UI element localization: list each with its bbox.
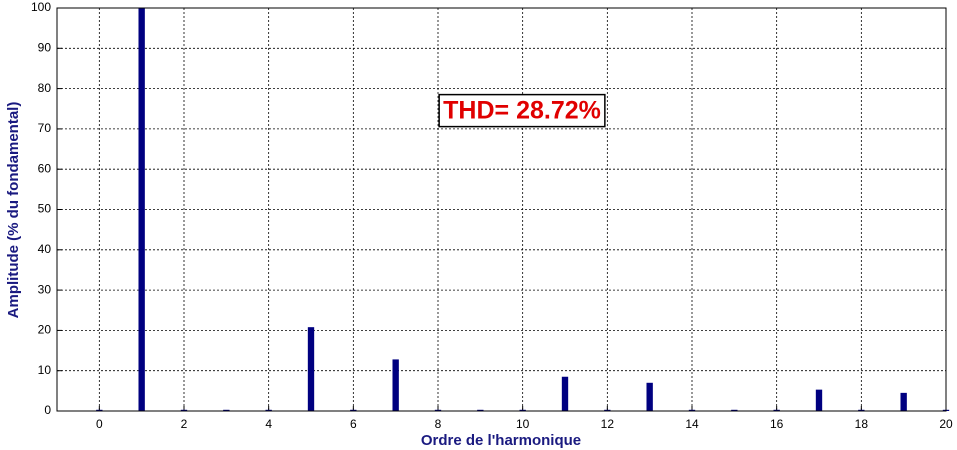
y-tick-label: 20 — [38, 323, 52, 337]
bar — [604, 409, 611, 411]
annotation: THD= 28.72% — [443, 97, 601, 125]
x-tick-label: 18 — [855, 417, 869, 431]
bar — [350, 409, 357, 411]
plot-frame — [56, 7, 947, 412]
bar — [519, 409, 526, 411]
bar — [900, 392, 907, 411]
x-tick-label: 4 — [265, 417, 272, 431]
x-tick-label: 2 — [181, 417, 188, 431]
bar — [265, 409, 272, 411]
bar — [688, 409, 696, 411]
x-tick-label: 10 — [516, 417, 530, 431]
y-tick-label: 60 — [38, 161, 52, 175]
bar — [815, 389, 823, 411]
bar — [858, 409, 865, 411]
bar — [307, 327, 315, 411]
bar — [392, 359, 399, 411]
annotation-box — [438, 93, 606, 128]
bar — [561, 376, 569, 411]
y-tick-label: 80 — [38, 81, 52, 95]
y-tick-label: 70 — [38, 121, 52, 135]
y-tick-label: 50 — [38, 202, 52, 216]
x-tick-label: 0 — [96, 417, 103, 431]
y-tick-label: 100 — [31, 0, 51, 14]
y-tick-label: 0 — [44, 403, 51, 417]
x-tick-label: 20 — [939, 417, 953, 431]
bar — [434, 409, 442, 411]
y-tick-label: 10 — [38, 363, 52, 377]
bar — [138, 8, 145, 411]
y-tick-label: 40 — [38, 242, 52, 256]
bar — [477, 409, 484, 411]
x-tick-label: 12 — [601, 417, 615, 431]
bar — [96, 409, 103, 411]
x-tick-label: 6 — [350, 417, 357, 431]
bar — [731, 409, 738, 411]
x-tick-label: 16 — [770, 417, 784, 431]
bar — [646, 382, 653, 411]
y-tick-label: 30 — [38, 282, 52, 296]
bar — [773, 409, 780, 411]
x-tick-label: 8 — [435, 417, 442, 431]
bar — [180, 409, 188, 411]
y-tick-label: 90 — [38, 40, 52, 54]
x-tick-label: 14 — [685, 417, 699, 431]
y-axis-label: Amplitude (% du fondamental) — [5, 102, 22, 319]
bar — [223, 409, 230, 411]
x-axis-label: Ordre de l'harmonique — [421, 432, 581, 449]
